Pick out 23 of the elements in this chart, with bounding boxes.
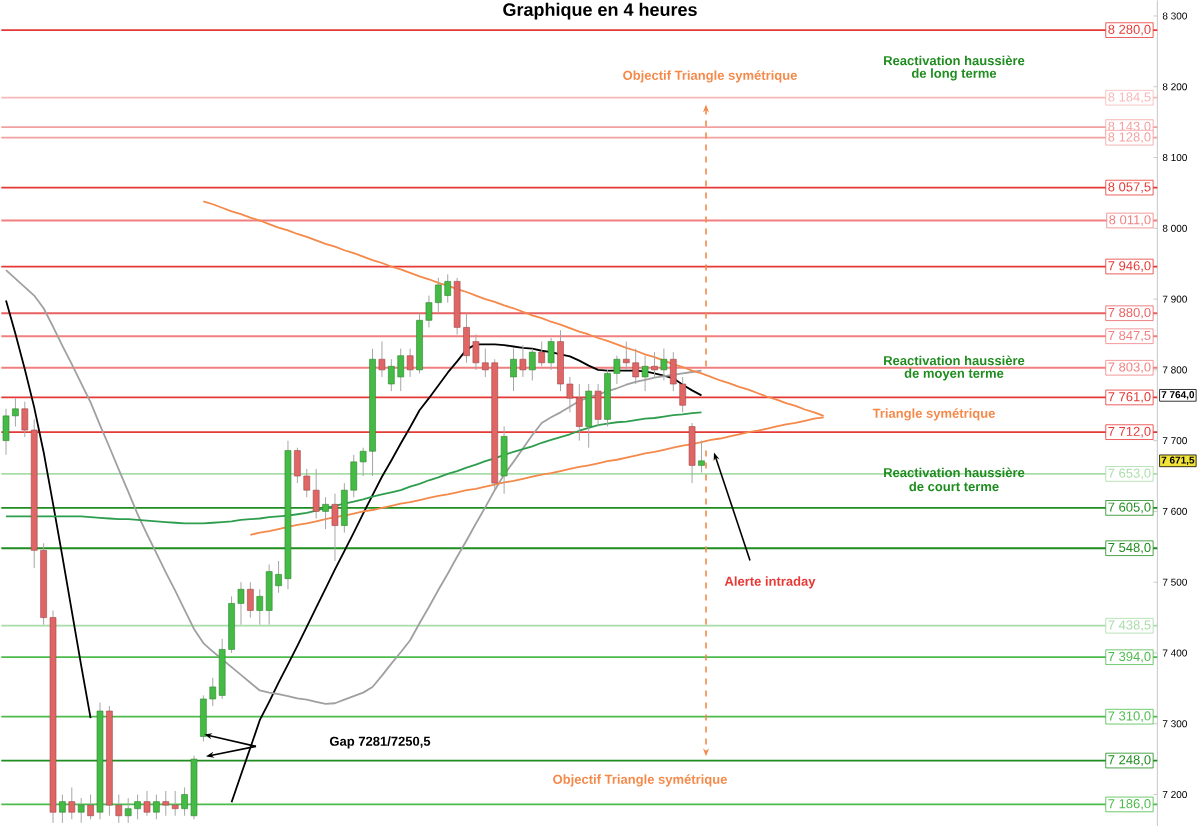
candlestick [406, 347, 414, 378]
candlestick [538, 340, 546, 367]
candlestick [651, 351, 658, 378]
candlestick [247, 581, 254, 618]
candlestick [510, 347, 517, 392]
candlestick [378, 340, 386, 378]
candlestick [547, 337, 555, 370]
line-series [5, 268, 703, 705]
candlestick [143, 790, 151, 816]
candlestick [322, 496, 329, 530]
candlestick [660, 347, 668, 381]
candlestick [594, 383, 602, 427]
chart-title: Graphique en 4 heures [503, 2, 697, 20]
candlestick [698, 439, 705, 473]
candlestick [68, 786, 76, 820]
candlestick [529, 347, 536, 381]
candlestick [641, 354, 649, 392]
candlestick [688, 422, 696, 484]
candlestick [519, 344, 527, 378]
candlestick [87, 793, 94, 820]
candlestick [331, 492, 339, 562]
candlestick [500, 425, 508, 494]
candlestick [585, 383, 593, 448]
